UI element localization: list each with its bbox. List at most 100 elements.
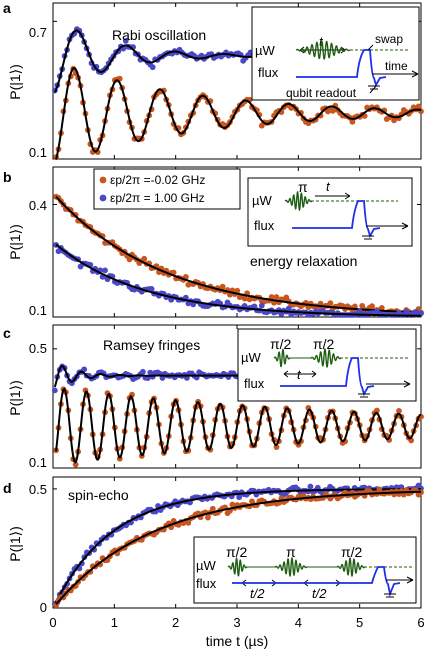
inset-pi2a-label-c: π/2 — [270, 336, 292, 352]
legend-frame-b — [93, 168, 241, 210]
fit-line-d-orange — [55, 490, 422, 605]
inset-frame-b — [247, 177, 413, 247]
inset-b: µW flux π t — [247, 177, 413, 247]
inset-t2b-label-d: t/2 — [312, 586, 327, 601]
series-a-orange — [53, 65, 424, 160]
inset-flux-pulse-a — [296, 49, 387, 88]
series-a-blue — [51, 26, 259, 94]
plot-area-c — [51, 363, 424, 468]
inset-pulse-c2 — [310, 347, 342, 369]
series-d-orange — [53, 486, 424, 609]
inset-uw-label-c: µW — [241, 350, 261, 365]
inset-flux-label-a: flux — [258, 65, 279, 80]
plot-area-b — [53, 193, 424, 318]
inset-time-arrow-b — [366, 222, 409, 230]
ylabel-c: P(|1⟩) — [7, 380, 23, 416]
point-b-orange-30 — [126, 256, 133, 263]
panel-letter-c: c — [3, 325, 11, 341]
panel-letter-d: d — [3, 480, 12, 496]
xtick-label-4: 4 — [295, 615, 302, 630]
point-b-orange-36 — [141, 255, 148, 262]
fit-line-a-orange — [55, 66, 422, 160]
panel-letter-a: a — [3, 0, 11, 16]
x-axis-label: time t (µs) — [206, 633, 269, 649]
inset-time-label-a: time — [385, 59, 408, 73]
inset-readout-symbol-d — [384, 593, 396, 598]
xtick-label-5: 5 — [356, 615, 363, 630]
series-b-blue — [53, 242, 424, 318]
inset-a: µW flux t time swap qubit readout — [251, 6, 420, 101]
ytick-label-a-1: 0.7 — [29, 25, 47, 40]
xtick-label-0: 0 — [49, 615, 56, 630]
inset-t2a-label-d: t/2 — [250, 586, 265, 601]
inset-pulse-c1 — [273, 348, 291, 368]
inset-time-arrow-a — [372, 70, 419, 78]
inset-t-label-b: t — [326, 179, 331, 194]
point-b-blue-84 — [258, 302, 265, 309]
point-b-orange-88 — [268, 294, 275, 300]
plot-area-a — [51, 26, 424, 160]
ytick-label-c-1: 0.5 — [29, 341, 47, 356]
title-d: spin-echo — [68, 487, 129, 503]
ticks-a — [52, 3, 422, 160]
point-d-orange-64 — [209, 505, 216, 512]
inset-uw-label-d: µW — [196, 558, 216, 573]
ytick-label-b-0: 0.1 — [29, 303, 47, 318]
point-d-blue-75 — [236, 494, 243, 501]
inset-readout-label-a: qubit readout — [286, 86, 357, 100]
point-a-blue-40 — [149, 64, 156, 71]
legend-b: εp/2π =-0.02 GHz εp/2π = 1.00 GHz — [93, 168, 241, 210]
inset-time-arrow-d — [386, 576, 414, 584]
x-tick-labels: 0 1 2 3 4 5 6 — [49, 615, 424, 630]
point-c-orange-140 — [396, 407, 402, 414]
inset-pulse-d1 — [227, 557, 248, 577]
inset-pulse-a — [295, 40, 351, 60]
legend-marker-orange — [99, 176, 107, 184]
fit-line-b-blue — [55, 243, 422, 317]
ytick-label-d-0: 0 — [40, 600, 47, 615]
point-b-blue-95 — [285, 305, 292, 312]
panel-b: b 0.1 0.4 P(|1⟩) energy relaxation εp/2π… — [3, 166, 424, 318]
xtick-label-3: 3 — [233, 615, 240, 630]
inset-pi2a-label-d: π/2 — [226, 544, 248, 560]
title-c: Ramsey fringes — [103, 337, 200, 353]
point-d-blue-104 — [307, 483, 314, 490]
xtick-label-1: 1 — [111, 615, 118, 630]
inset-frame-d — [193, 536, 417, 604]
point-a-blue-29 — [122, 38, 129, 44]
ylabel-d: P(|1⟩) — [7, 526, 23, 562]
point-b-orange-112 — [327, 300, 334, 307]
xtick-label-6: 6 — [417, 615, 424, 630]
inset-time-arrow-c — [366, 380, 411, 388]
ytick-label-d-1: 0.5 — [29, 482, 47, 497]
inset-flux-label-b: flux — [254, 218, 275, 233]
point-a-orange-148 — [415, 103, 422, 110]
point-b-blue-39 — [148, 286, 155, 292]
ylabel-b: P(|1⟩) — [7, 224, 23, 260]
inset-readout-symbol-c — [358, 393, 370, 398]
legend-label-blue: εp/2π = 1.00 GHz — [110, 191, 205, 205]
inset-flux-pulse-c — [280, 357, 375, 397]
point-c-blue-12 — [81, 366, 88, 373]
point-c-orange-131 — [374, 407, 380, 414]
point-b-blue-20 — [102, 267, 108, 274]
inset-t-arrow-c — [283, 370, 317, 378]
inset-c: µW flux π/2 π/2 t — [237, 328, 417, 402]
point-c-blue-36 — [139, 368, 146, 375]
inset-pulse-b — [284, 190, 313, 212]
inset-pi2b-label-d: π/2 — [341, 544, 363, 560]
point-b-orange-129 — [369, 303, 375, 310]
inset-readout-symbol-b — [362, 235, 374, 240]
series-d-blue — [51, 482, 424, 607]
inset-pi-label-d: π — [286, 544, 296, 560]
fit-line-a-blue — [53, 29, 256, 93]
point-a-orange-121 — [349, 118, 356, 125]
panel-letter-b: b — [3, 169, 12, 185]
legend-marker-blue — [99, 194, 107, 202]
inset-uw-label-a: µW — [255, 43, 275, 58]
inset-flux-label-d: flux — [196, 576, 217, 591]
xtick-label-2: 2 — [172, 615, 179, 630]
inset-t-label-c: t — [297, 367, 302, 382]
panel-c: c 0.1 0.5 P(|1⟩) Ramsey fringes µW flux … — [3, 324, 424, 470]
